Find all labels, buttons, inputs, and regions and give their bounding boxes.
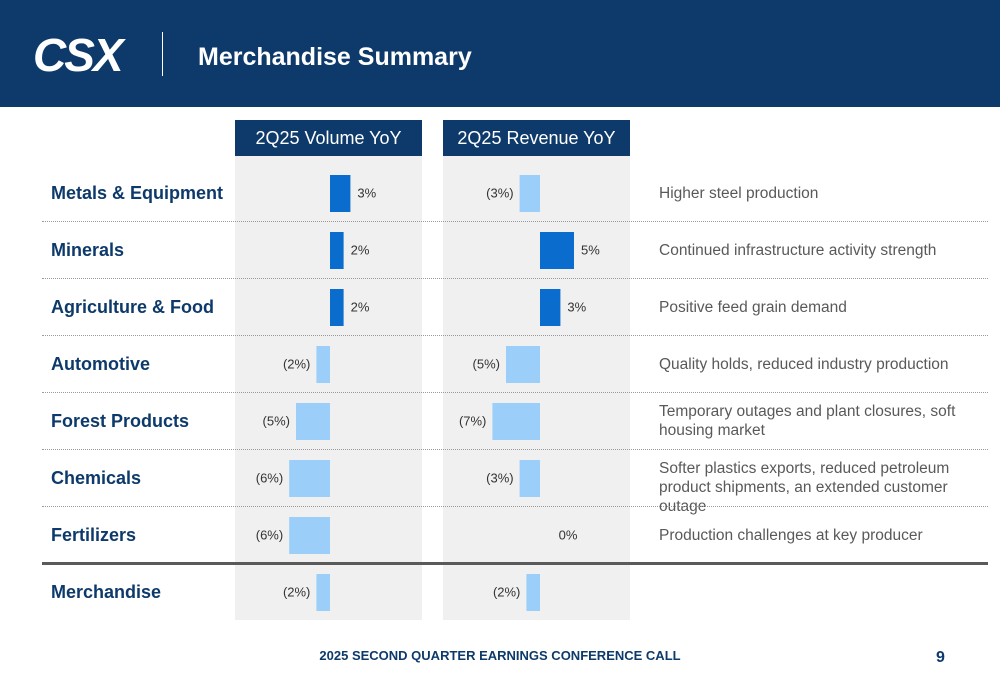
row-separator [42,335,988,336]
bar-volume [330,289,344,326]
bar-volume [316,346,330,383]
total-separator [42,562,988,565]
row-separator [42,449,988,450]
bar-value-label: (5%) [263,414,290,429]
row-comment: Softer plastics exports, reduced petrole… [659,459,950,515]
volume-column-header: 2Q25 Volume YoY [235,120,422,156]
row-comment: Quality holds, reduced industry producti… [659,355,949,373]
row-label: Metals & Equipment [51,182,224,203]
row-comment: Temporary outages and plant closures, so… [659,402,956,439]
bar-value-label: 2% [351,243,370,258]
row-label: Forest Products [51,410,190,431]
row-label: Minerals [51,239,125,260]
bar-value-label: (2%) [283,357,310,372]
bar-volume [289,460,330,497]
row-comment: Positive feed grain demand [659,298,847,316]
row-separator [42,221,988,222]
row-comment: Continued infrastructure activity streng… [659,241,937,259]
row-comment: Production challenges at key producer [659,526,923,544]
bar-revenue [540,289,561,326]
page-number: 9 [936,649,945,666]
bar-value-label: (5%) [473,357,500,372]
bar-revenue [519,460,540,497]
bar-value-label: (6%) [256,471,283,486]
bar-value-label: (3%) [486,471,513,486]
bar-value-label: (2%) [493,585,520,600]
header-bar: CSX Merchandise Summary [0,0,1000,107]
bar-value-label: 3% [357,186,376,201]
bar-value-label: (6%) [256,528,283,543]
bar-volume [289,517,330,554]
bar-revenue [540,232,574,269]
bar-value-label: 2% [351,300,370,315]
bar-value-label: 0% [559,528,578,543]
bar-value-label: (7%) [459,414,486,429]
revenue-column-header: 2Q25 Revenue YoY [443,120,630,156]
bar-volume [330,175,351,212]
bar-volume [330,232,344,269]
bar-volume [296,403,330,440]
row-label: Automotive [51,353,150,374]
bar-revenue [526,574,540,611]
revenue-column-bg [443,156,630,620]
bar-revenue [519,175,540,212]
csx-logo: CSX [33,29,124,81]
bar-value-label: (2%) [283,585,310,600]
bar-revenue [506,346,540,383]
row-label: Merchandise [51,581,162,602]
bar-value-label: 3% [567,300,586,315]
row-comment: Higher steel production [659,184,819,202]
row-label: Chemicals [51,467,142,488]
bar-value-label: 5% [581,243,600,258]
logo-divider [162,32,163,76]
row-separator [42,506,988,507]
row-label: Agriculture & Food [51,296,214,317]
page-title: Merchandise Summary [198,43,472,71]
footer-text: 2025 SECOND QUARTER EARNINGS CONFERENCE … [319,648,681,663]
bar-volume [316,574,330,611]
bar-value-label: (3%) [486,186,513,201]
row-separator [42,392,988,393]
bar-revenue [492,403,540,440]
row-label: Fertilizers [51,524,137,545]
row-separator [42,278,988,279]
